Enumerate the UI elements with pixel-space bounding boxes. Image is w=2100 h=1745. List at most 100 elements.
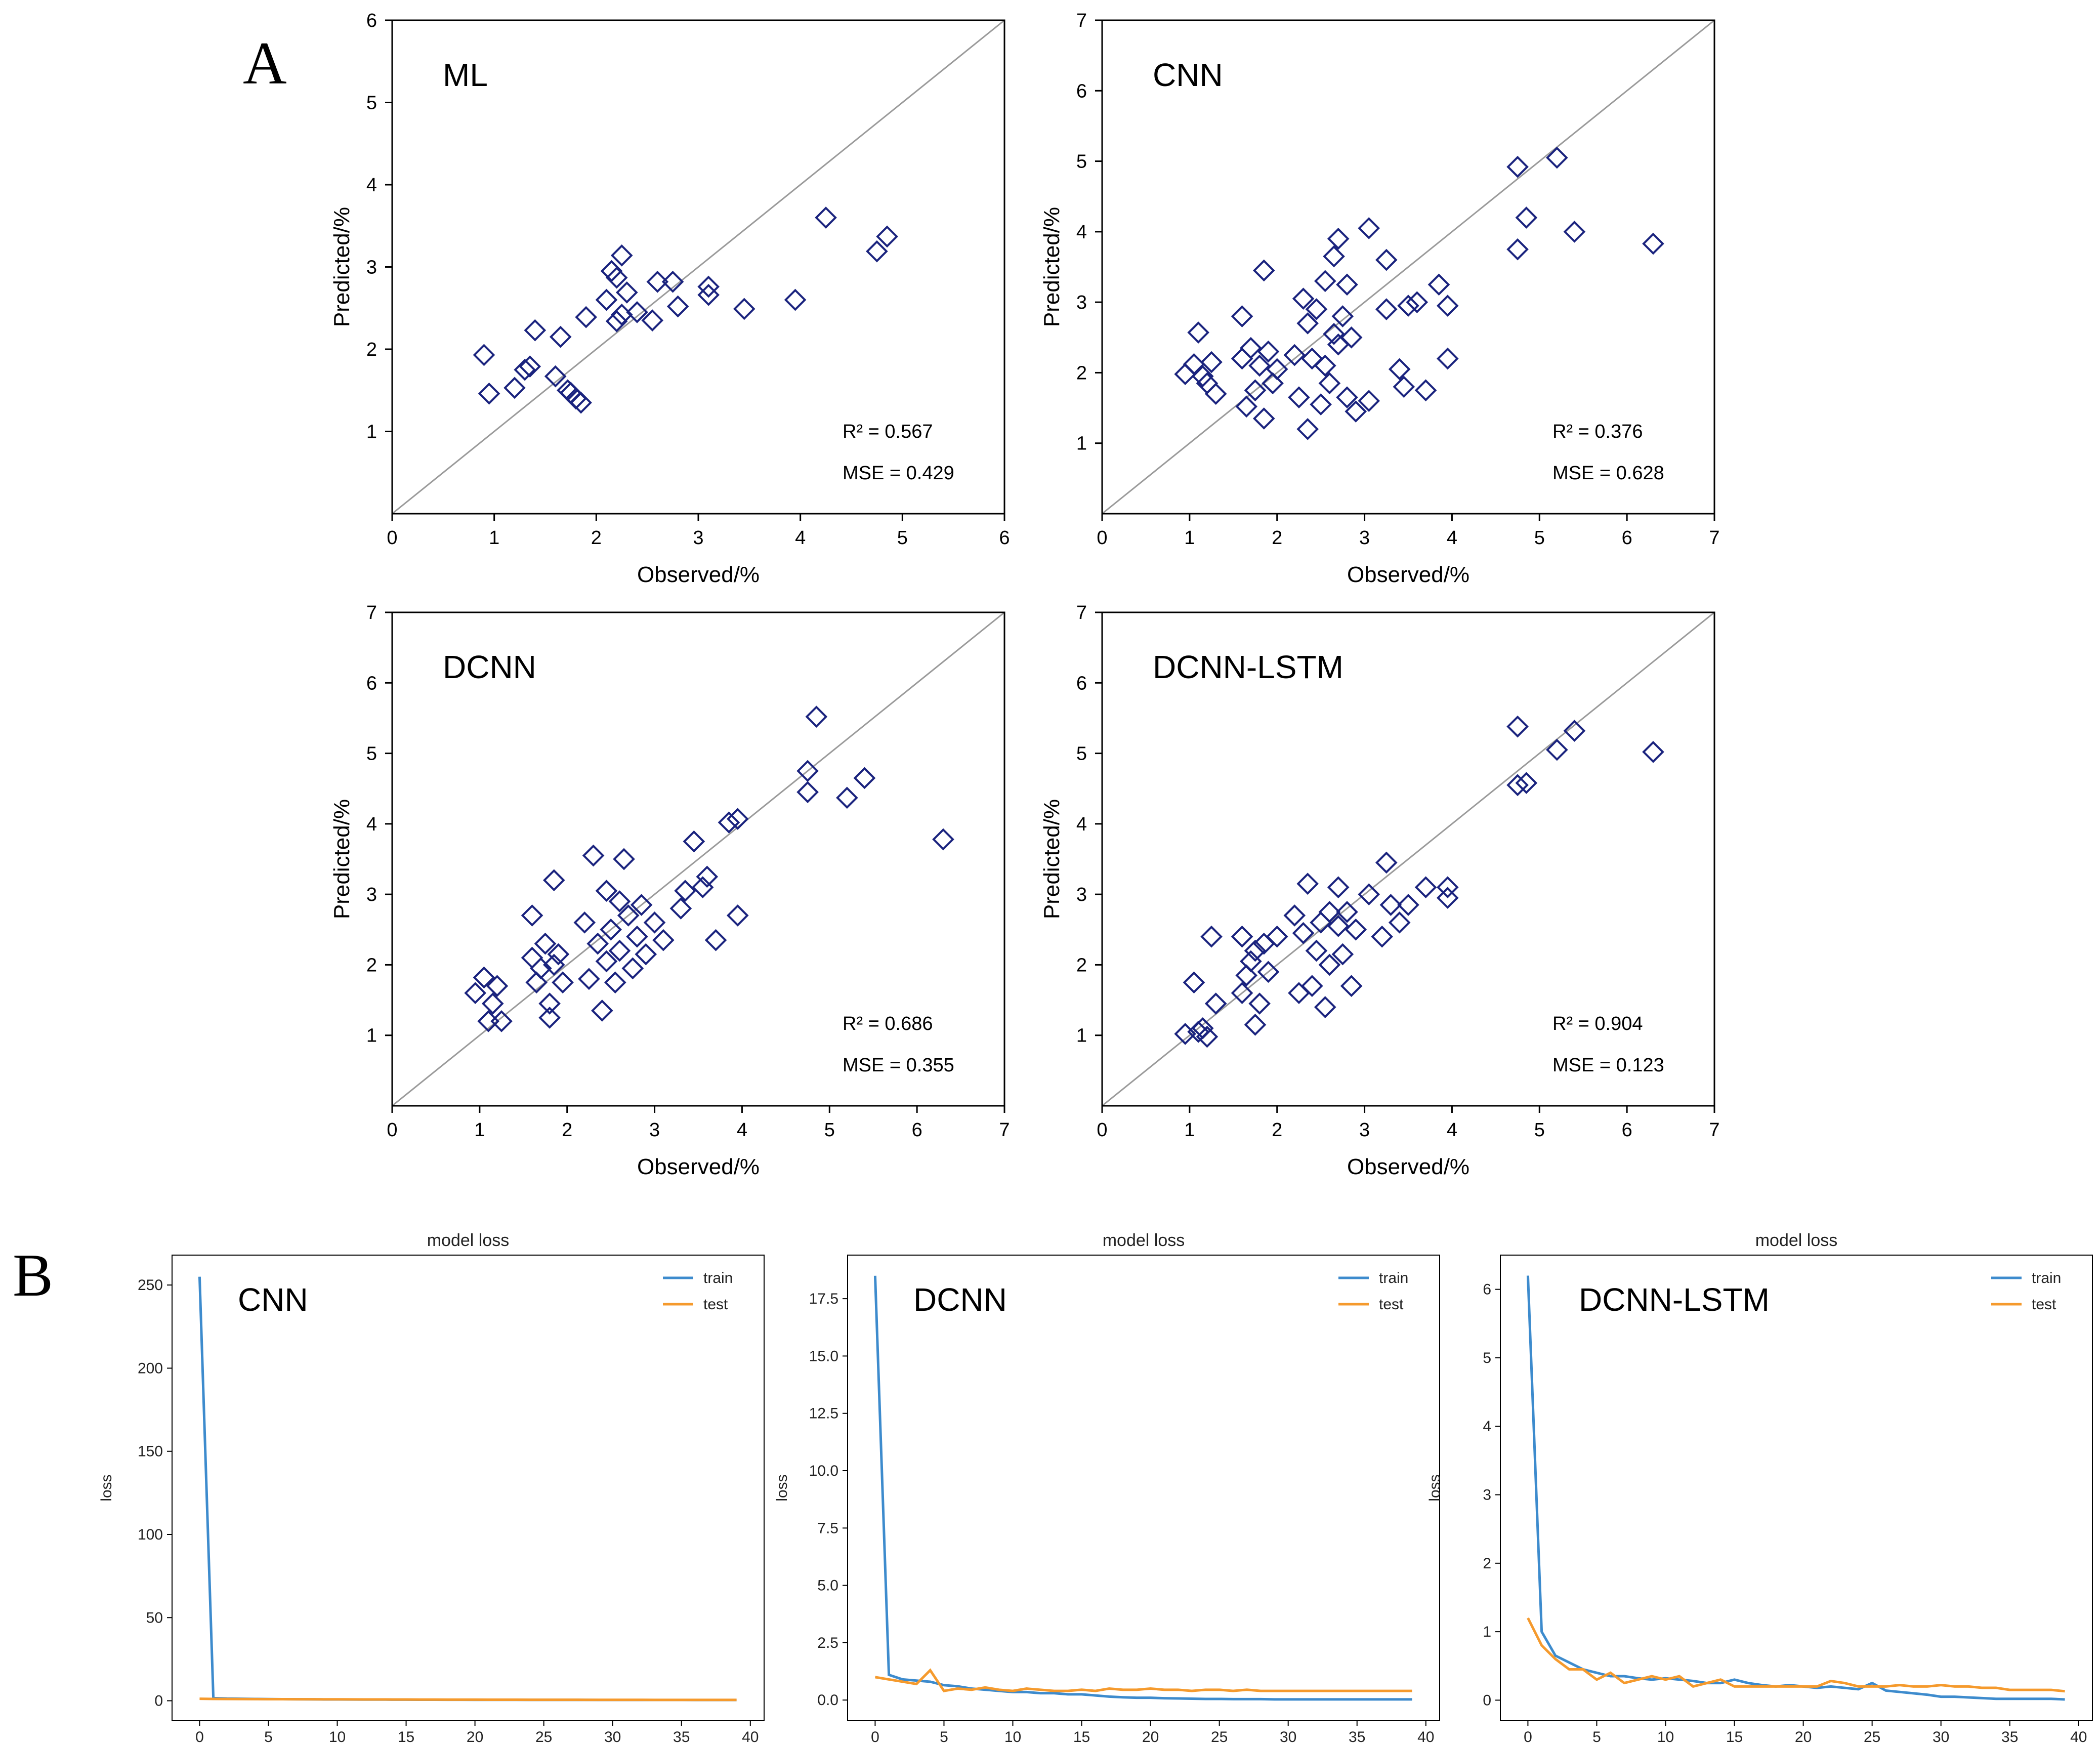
data-point — [1336, 386, 1358, 409]
y-tick-label: 5 — [366, 93, 377, 114]
data-point — [1336, 273, 1358, 296]
x-tick-label: 1 — [474, 1119, 485, 1141]
x-tick-label: 3 — [693, 527, 703, 549]
data-point — [595, 288, 618, 311]
data-point — [473, 344, 495, 366]
data-point — [1379, 894, 1402, 916]
data-point — [1393, 376, 1415, 398]
data-point — [534, 932, 557, 955]
data-point — [1358, 217, 1380, 239]
data-point — [538, 992, 561, 1015]
data-point — [473, 966, 495, 989]
plot-frame — [847, 1255, 1440, 1721]
data-point — [1358, 390, 1380, 412]
x-tick-label: 3 — [1359, 527, 1370, 549]
data-point — [549, 325, 572, 348]
x-tick-label: 40 — [742, 1729, 759, 1745]
data-point — [1288, 982, 1310, 1004]
data-point — [630, 894, 653, 916]
data-point — [784, 288, 807, 311]
model-title: CNN — [238, 1281, 308, 1318]
chart-title: model loss — [427, 1231, 510, 1250]
x-tick-label: 20 — [467, 1729, 483, 1745]
y-tick-label: 3 — [366, 884, 377, 905]
mse-text: MSE = 0.123 — [1552, 1055, 1664, 1076]
data-point — [1327, 915, 1350, 937]
y-axis-label: Predicted/% — [329, 207, 354, 327]
data-point — [521, 946, 543, 969]
x-tick-label: 1 — [489, 527, 499, 549]
x-tick-label: 40 — [1417, 1729, 1434, 1745]
data-point — [1252, 259, 1275, 282]
data-point — [604, 971, 626, 994]
y-tick-label: 3 — [1483, 1487, 1491, 1504]
y-tick-label: 17.5 — [809, 1291, 838, 1307]
x-tick-label: 4 — [795, 527, 806, 549]
data-point — [1283, 904, 1306, 927]
y-tick-label: 5 — [1076, 743, 1087, 765]
x-tick-label: 25 — [535, 1729, 552, 1745]
panel-label-b: B — [13, 1241, 53, 1309]
x-tick-label: 2 — [562, 1119, 572, 1141]
data-point — [1314, 270, 1336, 293]
legend-label-train: train — [1379, 1270, 1408, 1286]
data-point — [1375, 851, 1398, 874]
data-point — [481, 992, 504, 1015]
r-squared-text: R² = 0.376 — [1552, 421, 1643, 442]
x-tick-label: 5 — [1592, 1729, 1601, 1745]
data-point — [1257, 961, 1280, 983]
data-point — [1296, 312, 1319, 335]
data-point — [1436, 876, 1459, 899]
data-point — [1318, 901, 1341, 923]
data-point — [1436, 887, 1459, 909]
data-point — [1244, 379, 1267, 402]
x-tick-label: 6 — [1622, 527, 1632, 549]
data-point — [1204, 992, 1227, 1015]
series-line-train — [198, 1276, 737, 1701]
y-axis-label: Predicted/% — [1039, 799, 1064, 919]
data-point — [1318, 953, 1341, 976]
y-tick-label: 0 — [1483, 1692, 1491, 1709]
model-title: DCNN-LSTM — [1153, 649, 1343, 685]
scatter-chart-dcnn: 0 1 2 3 4 5 6 7 1 2 3 4 5 6 7 Observed/% Predicted/% DCNN… — [329, 602, 1010, 1179]
data-point — [1183, 353, 1205, 376]
y-tick-label: 1 — [1076, 433, 1087, 454]
y-tick-label: 1 — [1483, 1624, 1491, 1640]
x-tick-label: 0 — [387, 527, 397, 549]
x-tick-label: 5 — [824, 1119, 835, 1141]
diagonal-line — [1102, 19, 1715, 515]
y-tick-label: 50 — [146, 1609, 163, 1626]
series-line-test — [875, 1668, 1412, 1692]
y-tick-label: 5.0 — [817, 1577, 838, 1594]
data-point — [1262, 372, 1284, 395]
chart-title: model loss — [1103, 1231, 1185, 1250]
data-point — [1414, 876, 1437, 899]
diagonal-line — [1102, 611, 1715, 1107]
y-tick-label: 7 — [366, 602, 377, 624]
data-point — [1331, 943, 1354, 966]
data-point — [1314, 996, 1336, 1018]
data-point — [626, 301, 648, 323]
data-point — [718, 811, 740, 834]
data-point — [1200, 351, 1223, 373]
legend-label-test: test — [2032, 1296, 2056, 1313]
y-tick-label: 6 — [366, 673, 377, 694]
x-tick-label: 10 — [1004, 1729, 1021, 1745]
data-point — [1235, 395, 1258, 418]
x-tick-label: 30 — [1280, 1729, 1296, 1745]
data-point — [1244, 1013, 1267, 1036]
x-tick-label: 3 — [649, 1119, 660, 1141]
data-point — [1388, 358, 1411, 381]
data-point — [1375, 298, 1398, 320]
y-tick-label: 6 — [1483, 1281, 1491, 1298]
data-point — [697, 283, 720, 306]
x-tick-label: 4 — [1447, 1119, 1457, 1141]
plot-frame — [1500, 1255, 2093, 1721]
legend-label-train: train — [2032, 1270, 2061, 1286]
data-point — [1231, 347, 1253, 370]
data-point — [646, 270, 669, 293]
y-tick-label: 100 — [138, 1526, 163, 1543]
charts-container: 0 1 2 3 4 5 6 1 2 3 4 5 6 Observed/% Predicted/% ML R² =… — [98, 10, 2093, 1745]
x-tick-label: 6 — [912, 1119, 922, 1141]
data-point — [490, 1010, 513, 1032]
